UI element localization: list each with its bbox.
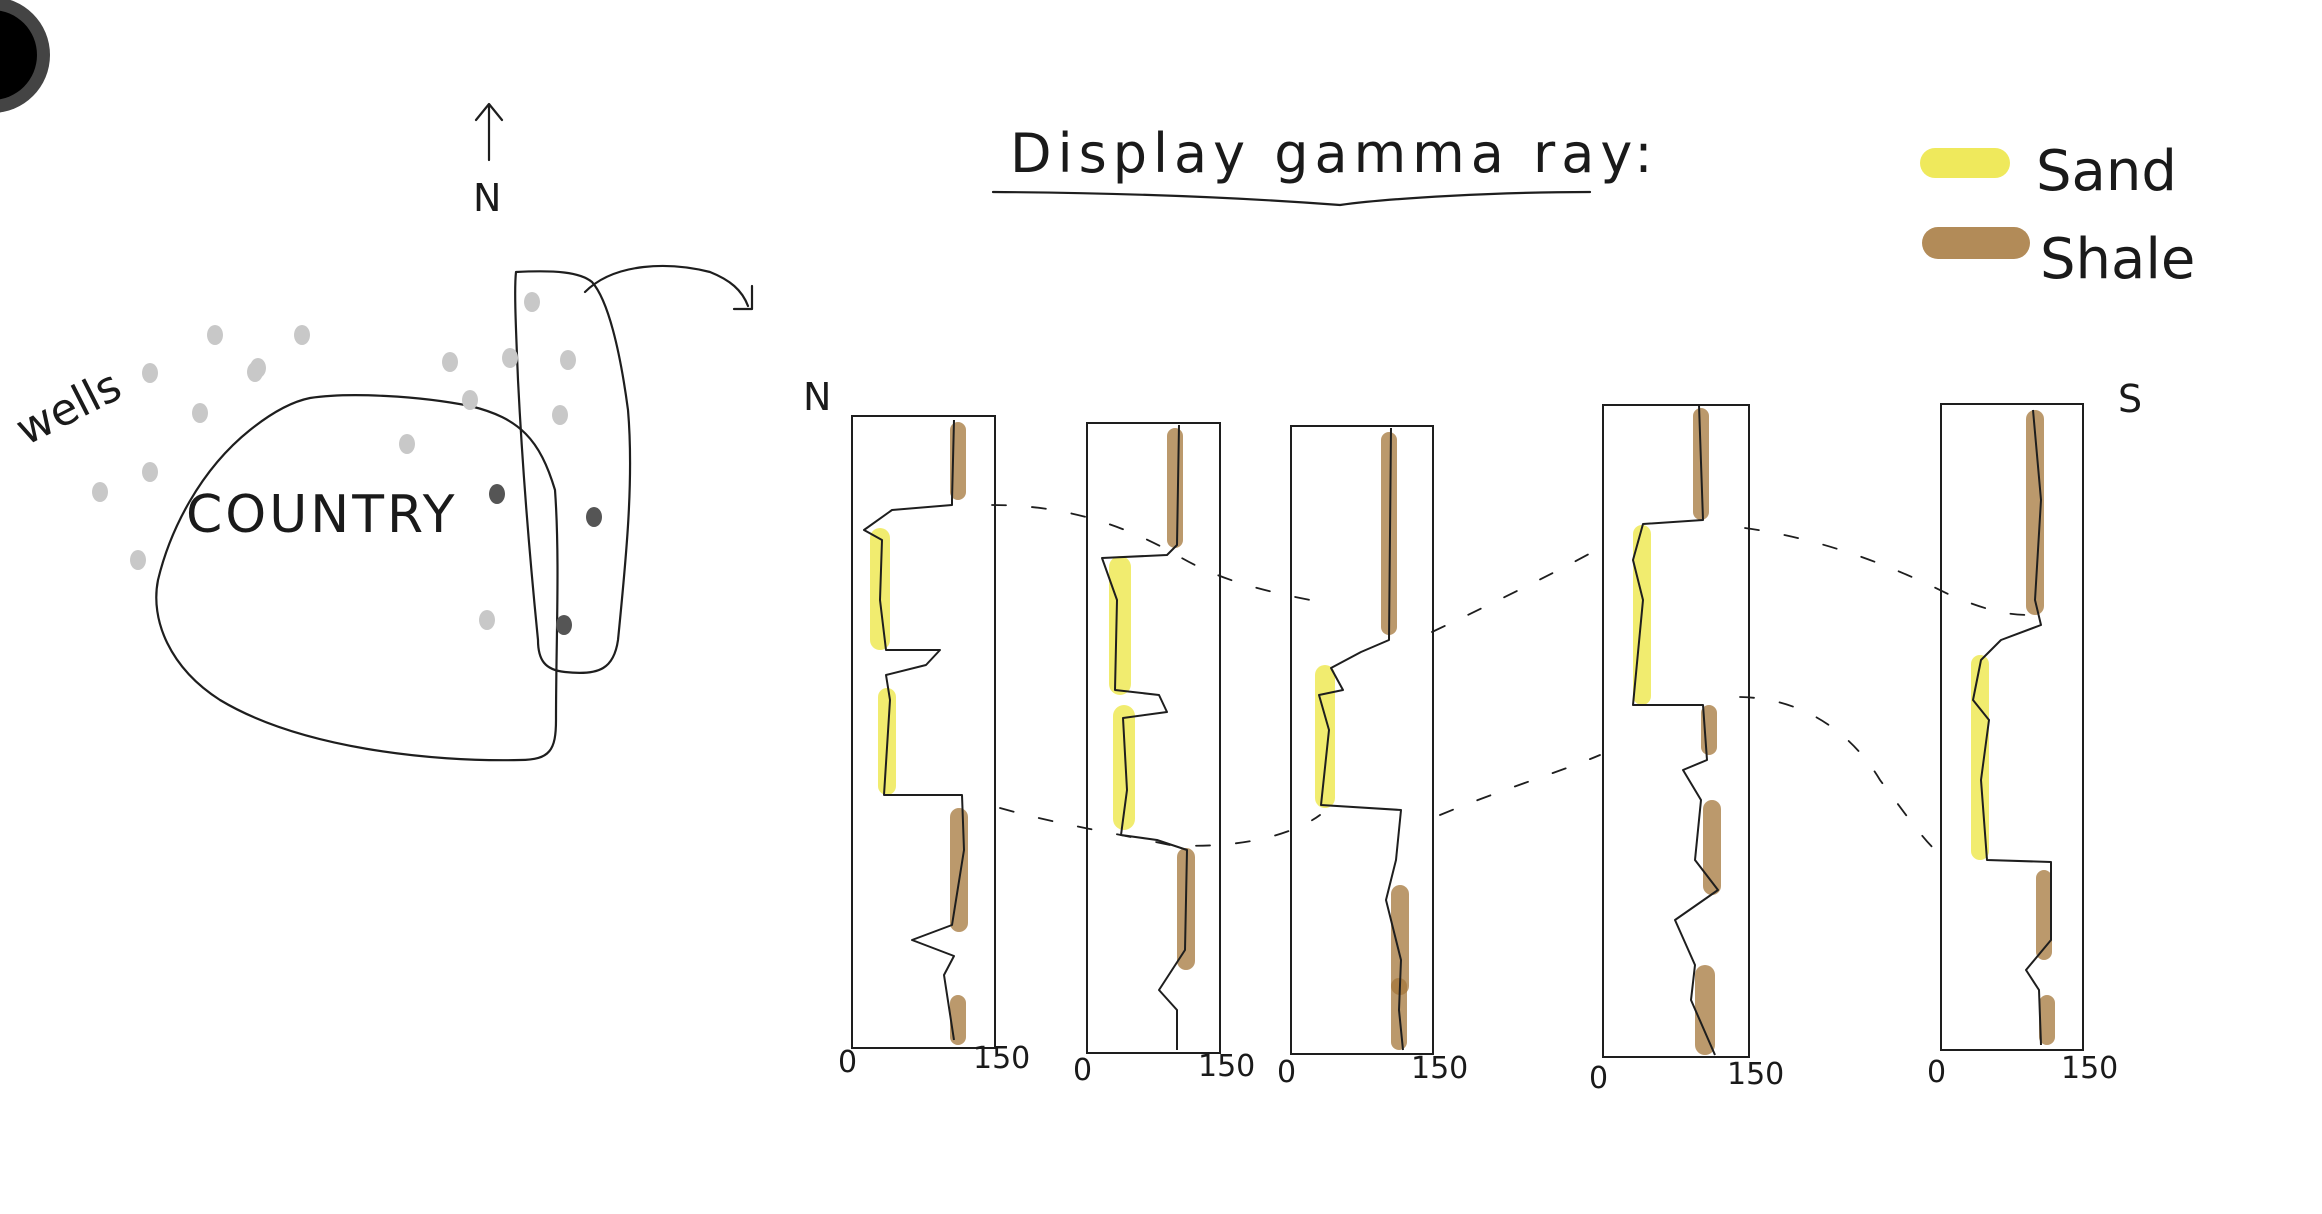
- country-outline: [155, 394, 559, 762]
- log-track: 0 150: [1589, 404, 1784, 1096]
- log-axis-max: 150: [2061, 1051, 2118, 1086]
- sand-band: [1315, 665, 1335, 808]
- well-dot: [462, 390, 478, 410]
- shale-band: [2036, 870, 2052, 960]
- well-dot: [442, 352, 458, 372]
- well-dot: [207, 325, 223, 345]
- well-dot: [479, 610, 495, 630]
- legend-shale-label: Shale: [2040, 227, 2195, 292]
- shale-band: [1391, 885, 1409, 995]
- section-north-label: N: [803, 375, 831, 419]
- shale-band: [2026, 410, 2044, 615]
- well-dot: [489, 484, 505, 504]
- log-axis-min: 0: [1927, 1055, 1946, 1090]
- log-axis-min: 0: [1277, 1055, 1296, 1090]
- sand-band: [1971, 655, 1989, 860]
- correlation-line: [1439, 754, 1601, 816]
- page-title: Display gamma ray:: [1010, 122, 1659, 185]
- well-dot: [524, 292, 540, 312]
- section-south-label: S: [2118, 377, 2142, 421]
- corner-button[interactable]: [0, 0, 50, 113]
- log-axis-min: 0: [838, 1045, 857, 1080]
- correlation-line: [1744, 527, 2031, 616]
- shale-band: [1703, 800, 1721, 895]
- logs-layer: 0 150 0 150 0 150 0 150 0 150: [838, 403, 2118, 1096]
- gamma-ray-curve: [1972, 409, 2052, 1046]
- title-underline: [991, 190, 1592, 207]
- legend-sand-label: Sand: [2036, 139, 2177, 204]
- log-axis-max: 150: [1411, 1051, 1468, 1086]
- log-track: 0 150: [1277, 425, 1468, 1090]
- gamma-ray-curve: [1318, 427, 1404, 1051]
- country-label: COUNTRY: [186, 485, 458, 545]
- legend: Sand Shale: [1920, 139, 2195, 292]
- gamma-ray-curve: [1632, 404, 1719, 1056]
- sand-band: [1109, 556, 1131, 695]
- log-axis-max: 150: [1198, 1049, 1255, 1084]
- correlation-line: [991, 504, 1311, 601]
- log-axis-max: 150: [1727, 1057, 1784, 1092]
- log-frame: [1290, 425, 1434, 1055]
- log-frame: [1602, 404, 1750, 1058]
- legend-item-shale: Shale: [1922, 227, 2195, 292]
- shale-swatch: [1922, 227, 2030, 259]
- well-dot: [294, 325, 310, 345]
- shale-band: [1381, 432, 1397, 635]
- north-arrow: N: [473, 102, 504, 220]
- log-track: 0 150: [1927, 403, 2118, 1090]
- well-dot: [502, 348, 518, 368]
- shale-band: [1695, 965, 1715, 1055]
- well-dot: [192, 403, 208, 423]
- selection-outline: [514, 270, 632, 674]
- wells-label: wells: [8, 360, 130, 456]
- legend-item-sand: Sand: [1920, 139, 2177, 204]
- north-arrow-label: N: [473, 176, 501, 220]
- well-dot: [142, 462, 158, 482]
- log-axis-min: 0: [1073, 1053, 1092, 1088]
- shale-band: [1167, 428, 1183, 548]
- title-block: Display gamma ray:: [991, 122, 1659, 207]
- well-dot: [556, 615, 572, 635]
- gamma-ray-curve: [1101, 424, 1188, 1050]
- log-axis-min: 0: [1589, 1061, 1608, 1096]
- log-frame: [851, 415, 996, 1049]
- map: COUNTRY wells: [8, 264, 754, 762]
- well-dot: [250, 358, 266, 378]
- selection-arrow: [583, 264, 754, 311]
- sand-band: [1113, 705, 1135, 830]
- well-dot: [142, 363, 158, 383]
- well-dot: [399, 434, 415, 454]
- well-dot: [586, 507, 602, 527]
- log-track: 0 150: [838, 415, 1030, 1080]
- well-dot: [552, 405, 568, 425]
- correlation-line: [1431, 547, 1601, 633]
- shale-band: [950, 995, 966, 1045]
- well-dot: [560, 350, 576, 370]
- log-axis-max: 150: [973, 1041, 1030, 1076]
- shale-band: [950, 808, 968, 932]
- shale-band: [2039, 995, 2055, 1045]
- wells-layer: [92, 292, 602, 635]
- well-dot: [130, 550, 146, 570]
- log-frame: [1086, 422, 1221, 1054]
- correlation-line: [1739, 696, 1951, 863]
- north-arrow-icon: [474, 102, 504, 162]
- log-frame: [1940, 403, 2084, 1051]
- gamma-ray-curve: [863, 419, 965, 1041]
- well-dot: [92, 482, 108, 502]
- correlation-lines: [991, 504, 2031, 863]
- log-track: 0 150: [1073, 422, 1255, 1088]
- sand-swatch: [1920, 148, 2010, 178]
